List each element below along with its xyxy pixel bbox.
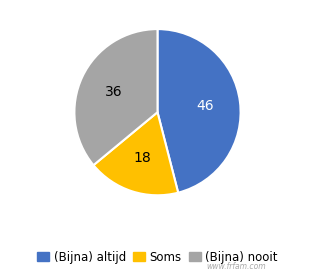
- Text: www.frfam.com: www.frfam.com: [206, 263, 266, 271]
- Text: 18: 18: [134, 151, 152, 165]
- Legend: (Bijna) altijd, Soms, (Bijna) nooit: (Bijna) altijd, Soms, (Bijna) nooit: [32, 246, 283, 268]
- Wedge shape: [158, 29, 241, 193]
- Text: 36: 36: [105, 85, 123, 99]
- Wedge shape: [94, 112, 178, 195]
- Text: 46: 46: [197, 99, 214, 113]
- Wedge shape: [74, 29, 158, 165]
